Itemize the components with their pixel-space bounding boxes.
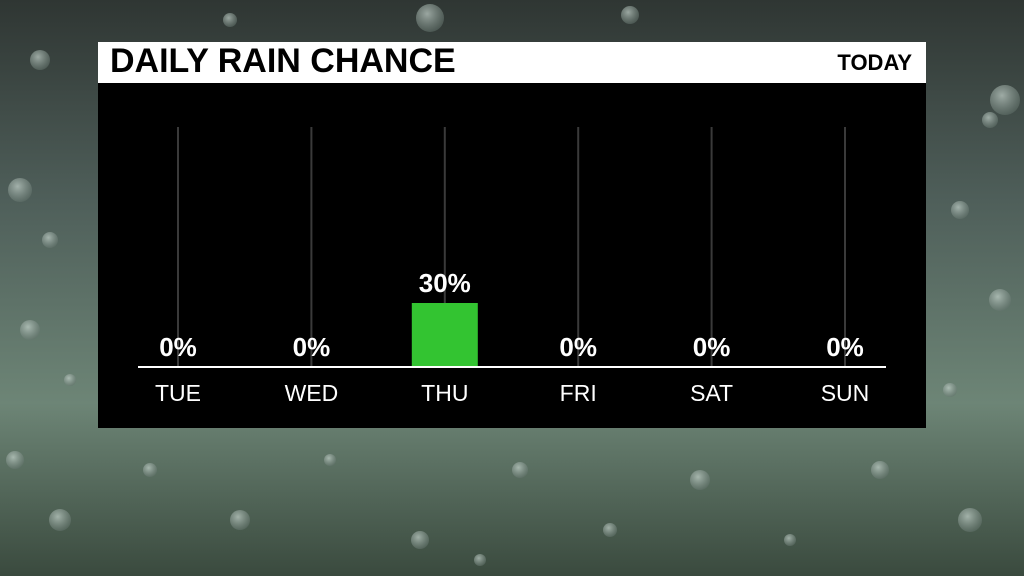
x-tick-label: SUN [821,380,870,406]
raindrops [6,4,1020,566]
value-label: 0% [159,332,197,362]
x-tick-label: TUE [155,380,201,406]
header-bar [98,42,926,83]
x-tick-label: SAT [690,380,733,406]
x-tick-label: FRI [560,380,597,406]
chart-title: DAILY RAIN CHANCE [110,42,456,80]
bar [411,303,478,367]
chart-subtitle: TODAY [837,50,912,75]
value-label: 0% [693,332,731,362]
chart-panel [98,83,926,428]
x-tick-label: WED [285,380,339,406]
value-label: 0% [559,332,597,362]
value-label: 0% [293,332,331,362]
value-label: 0% [826,332,864,362]
x-tick-label: THU [421,380,468,406]
value-label: 30% [419,268,471,298]
